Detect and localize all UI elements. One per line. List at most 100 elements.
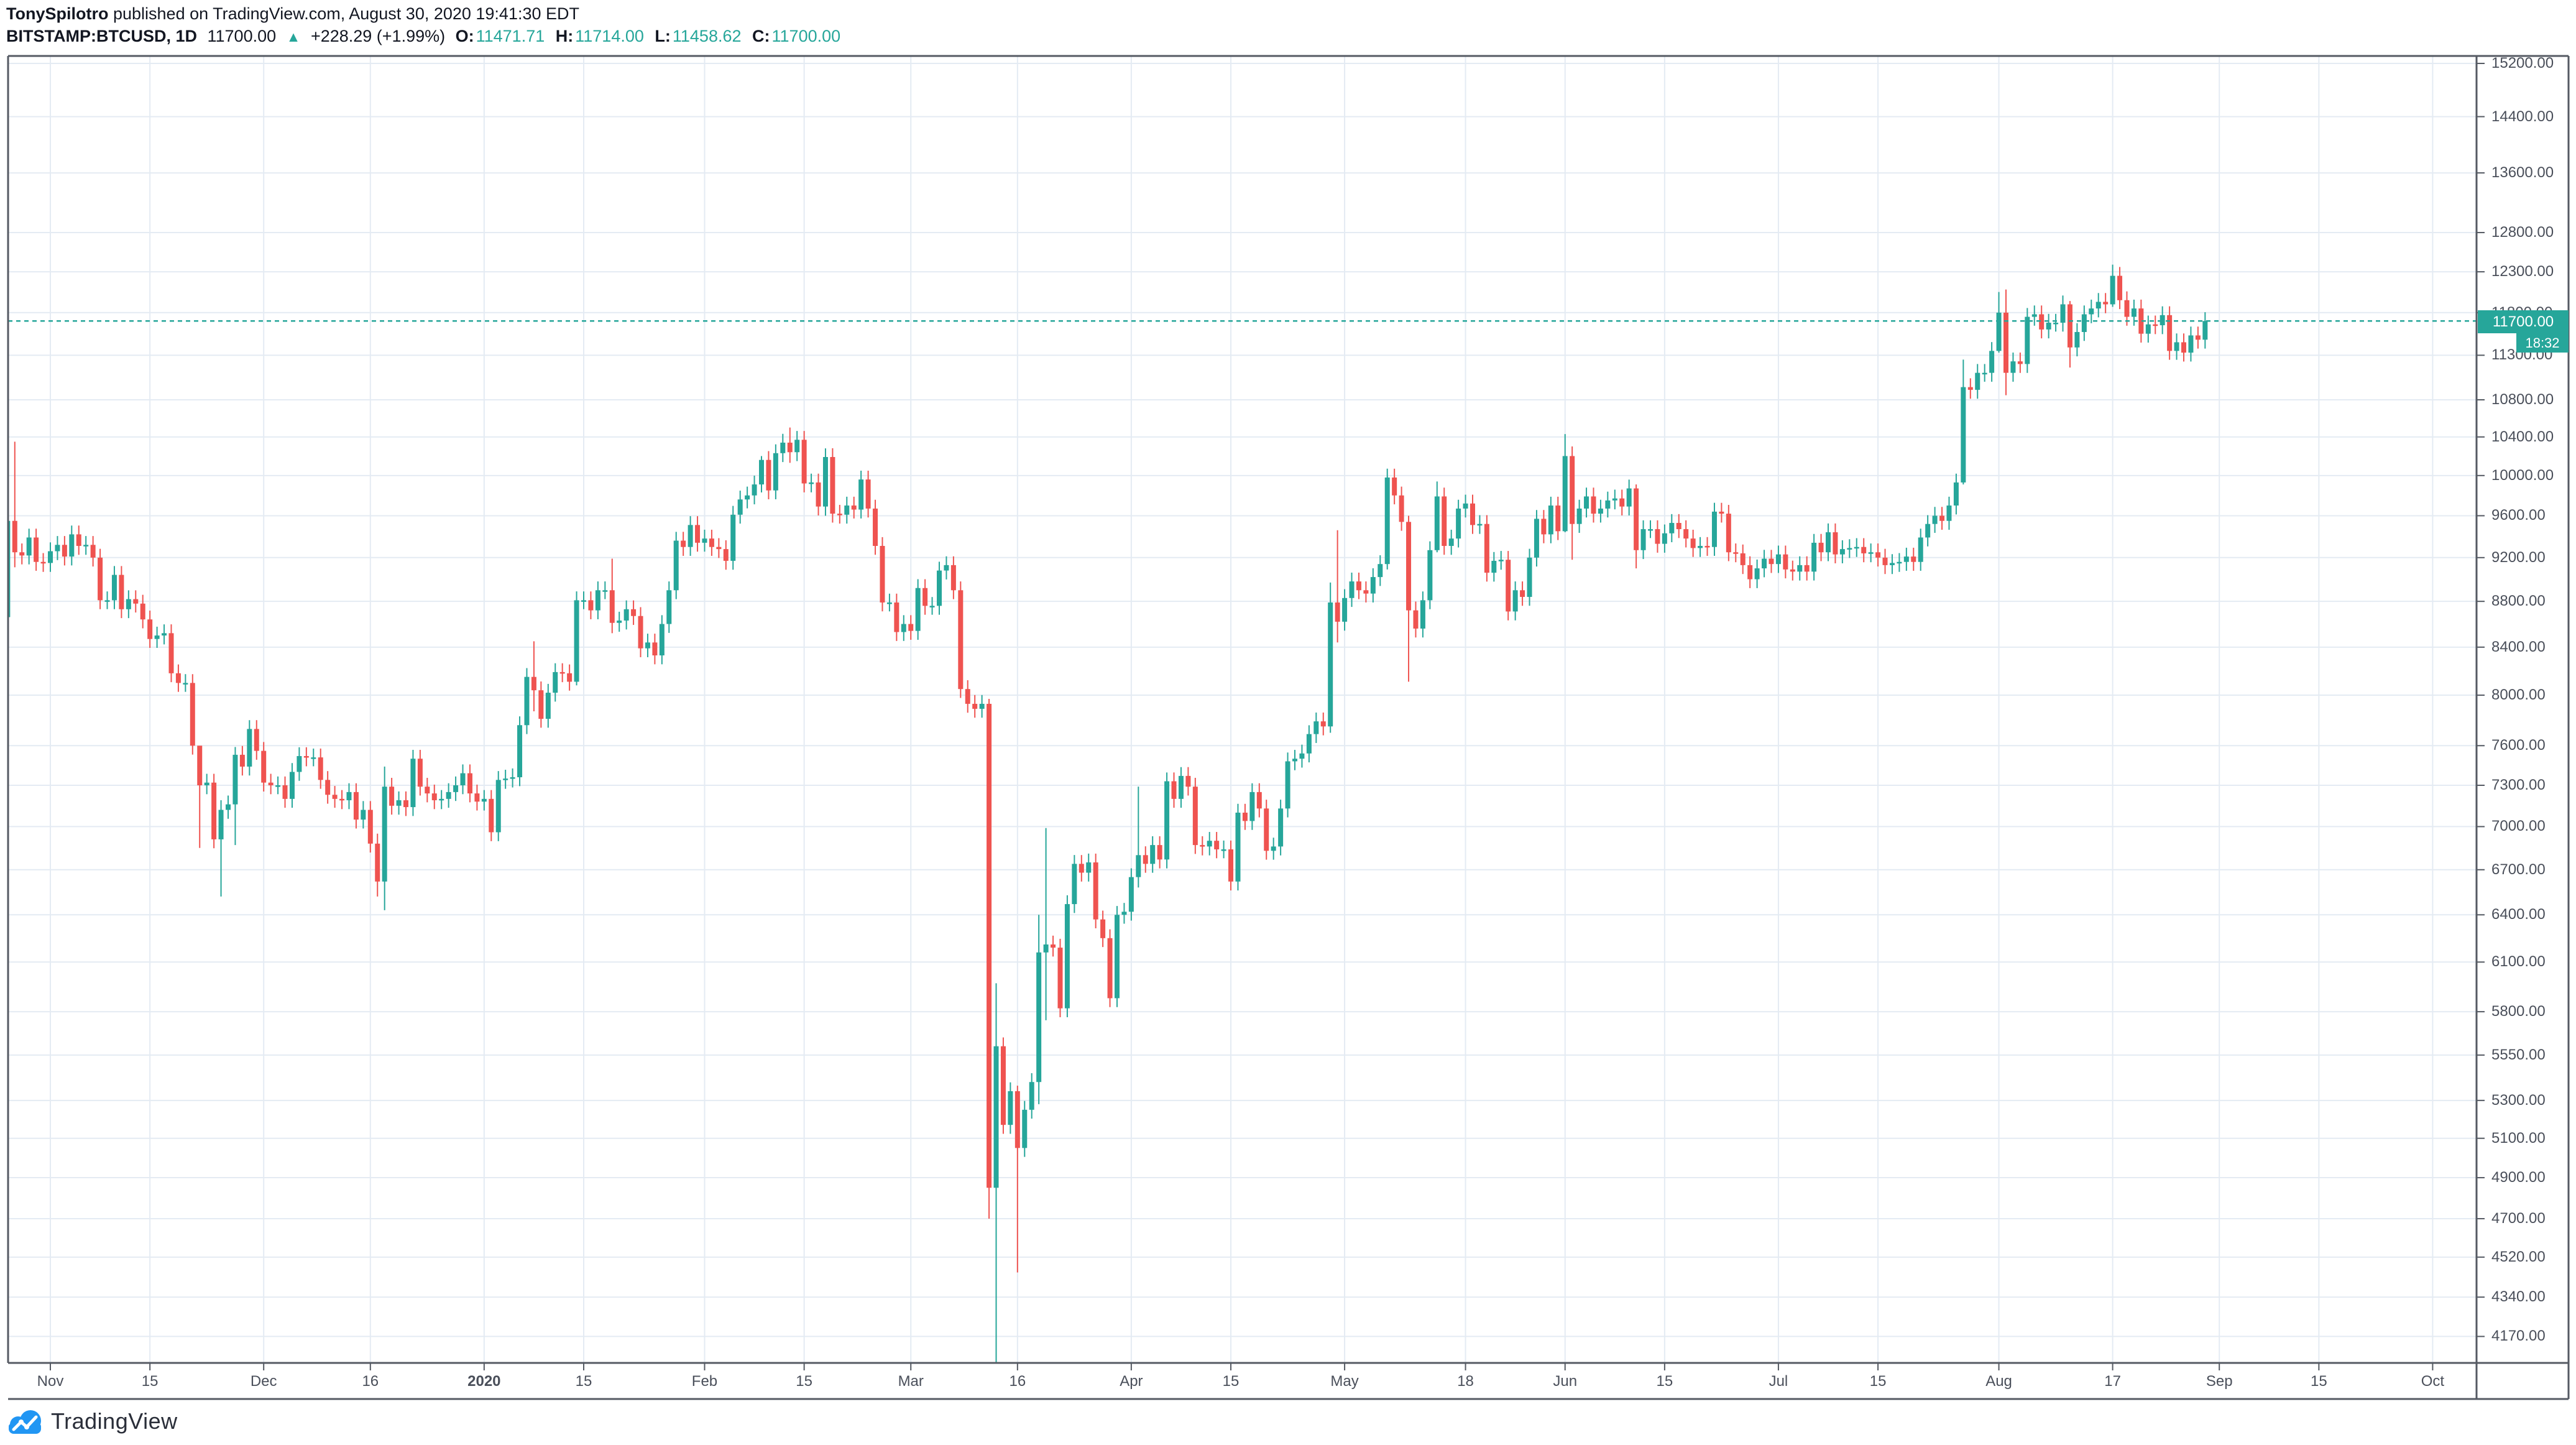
candle[interactable] [1754, 559, 1760, 588]
candle[interactable] [339, 790, 345, 810]
candle[interactable] [268, 773, 274, 795]
candle[interactable] [48, 542, 53, 572]
candle[interactable] [417, 750, 423, 796]
candle[interactable] [211, 773, 217, 849]
candle[interactable] [1448, 529, 1454, 555]
candle[interactable] [759, 456, 764, 492]
candle[interactable] [773, 444, 778, 500]
candle[interactable] [1214, 832, 1220, 859]
candle[interactable] [162, 624, 167, 645]
candle[interactable] [801, 431, 807, 492]
candle[interactable] [1456, 499, 1461, 548]
candle[interactable] [1000, 1037, 1006, 1134]
candle[interactable] [1313, 712, 1319, 743]
candle[interactable] [1320, 712, 1326, 736]
candle[interactable] [908, 615, 914, 640]
candle[interactable] [1662, 524, 1667, 553]
candle[interactable] [1939, 507, 1945, 530]
candle[interactable] [1953, 473, 1959, 515]
candle[interactable] [602, 581, 608, 599]
candle[interactable] [204, 773, 209, 795]
candle[interactable] [553, 663, 558, 702]
candle[interactable] [766, 451, 771, 500]
candle[interactable] [1029, 1073, 1034, 1119]
candle[interactable] [638, 607, 643, 658]
candle[interactable] [816, 473, 821, 515]
candle[interactable] [1634, 484, 1639, 569]
candle[interactable] [1484, 515, 1489, 582]
candle[interactable] [1278, 800, 1284, 856]
candle[interactable] [2131, 299, 2137, 326]
candle[interactable] [98, 548, 103, 609]
candle[interactable] [396, 791, 402, 815]
candle[interactable] [2188, 326, 2194, 362]
candle[interactable] [1797, 556, 1803, 581]
candle[interactable] [375, 833, 380, 897]
candle[interactable] [1328, 582, 1333, 733]
candle[interactable] [1619, 489, 1625, 515]
candle[interactable] [410, 750, 416, 816]
candle[interactable] [254, 720, 259, 760]
candle[interactable] [2003, 289, 2008, 395]
candle[interactable] [119, 566, 124, 619]
candle[interactable] [83, 536, 89, 555]
candle[interactable] [1889, 554, 1895, 575]
candle[interactable] [1378, 555, 1383, 586]
candle[interactable] [190, 674, 195, 755]
candle[interactable] [958, 581, 964, 698]
candle[interactable] [1264, 800, 1269, 860]
candles-layer[interactable] [5, 264, 2208, 1415]
candle[interactable] [311, 748, 316, 767]
candle[interactable] [90, 536, 96, 567]
candle[interactable] [716, 538, 722, 558]
candle[interactable] [1442, 487, 1447, 555]
candle[interactable] [2160, 306, 2165, 335]
candle[interactable] [1143, 846, 1148, 873]
candle[interactable] [1008, 1082, 1013, 1134]
candle[interactable] [695, 516, 701, 552]
candle[interactable] [659, 615, 665, 665]
candle[interactable] [282, 776, 288, 808]
candle[interactable] [2138, 299, 2144, 343]
candle[interactable] [1064, 895, 1070, 1017]
candle[interactable] [34, 529, 39, 571]
candle[interactable] [1534, 510, 1539, 567]
candle[interactable] [865, 470, 871, 518]
candle[interactable] [346, 783, 352, 810]
candle[interactable] [183, 674, 188, 692]
candle[interactable] [645, 634, 650, 658]
candle[interactable] [538, 681, 544, 728]
candle[interactable] [1506, 551, 1511, 621]
candle[interactable] [1342, 589, 1348, 631]
candle[interactable] [1022, 1101, 1028, 1157]
candle[interactable] [588, 591, 594, 619]
candle[interactable] [2081, 305, 2087, 341]
candle[interactable] [1804, 556, 1810, 581]
candle[interactable] [2202, 312, 2208, 349]
candle[interactable] [1811, 533, 1817, 581]
candle[interactable] [1178, 767, 1184, 808]
candle[interactable] [929, 597, 935, 615]
candle[interactable] [737, 491, 743, 524]
candle[interactable] [2117, 267, 2123, 310]
candle[interactable] [1520, 581, 1525, 606]
candle[interactable] [2039, 305, 2045, 339]
candle[interactable] [1463, 494, 1468, 518]
candle[interactable] [1719, 502, 1724, 523]
candle[interactable] [1612, 489, 1617, 510]
candle[interactable] [822, 448, 828, 516]
candle[interactable] [1093, 853, 1098, 929]
candle[interactable] [752, 475, 757, 505]
candle[interactable] [275, 776, 281, 795]
candle[interactable] [2103, 293, 2109, 313]
candle[interactable] [1235, 803, 1241, 891]
candle[interactable] [844, 496, 850, 524]
candle[interactable] [1548, 496, 1553, 543]
candle[interactable] [2017, 353, 2023, 373]
candle[interactable] [1775, 545, 1781, 573]
candle[interactable] [1221, 840, 1226, 859]
candle[interactable] [2174, 333, 2179, 360]
candle[interactable] [2181, 333, 2186, 362]
candle[interactable] [460, 764, 466, 795]
candle[interactable] [26, 529, 32, 565]
